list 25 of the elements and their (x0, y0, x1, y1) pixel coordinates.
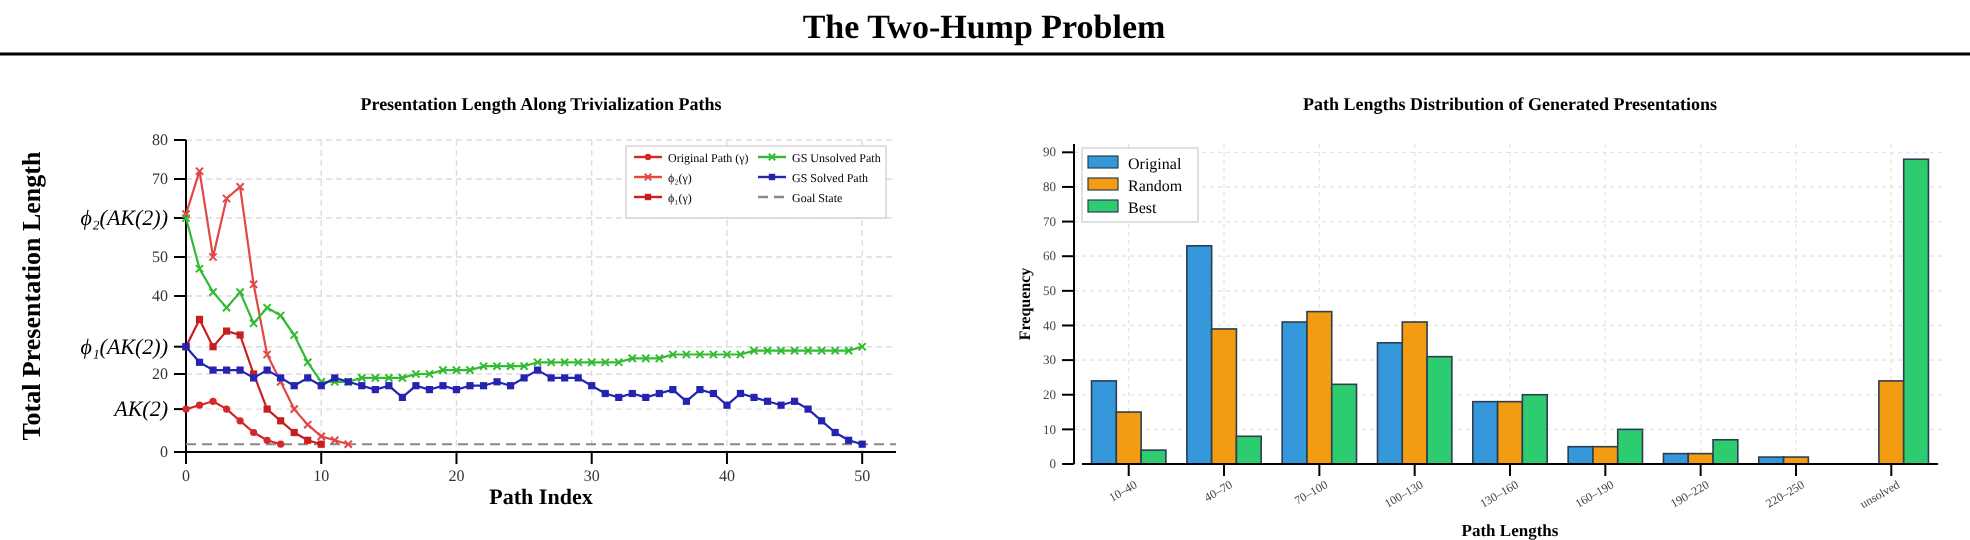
chart-title: Path Lengths Distribution of Generated Presentations (1302, 94, 1719, 114)
y-axis-title: Total Presentation Length (16, 150, 46, 441)
x-tick-label: 30 (583, 467, 600, 486)
x-tick-label: 10 (313, 467, 330, 486)
y-tick-label: 20 (152, 365, 168, 384)
legend-label: Best (1128, 199, 1158, 217)
x-tick-label: 40 (718, 467, 735, 486)
y-tick-label: ϕ₂(AK(2)) (80, 207, 169, 232)
x-tick-label: 0 (182, 467, 190, 486)
x-tick-label: 20 (448, 467, 465, 486)
y-tick-label: 70 (152, 170, 168, 189)
y-tick-label: 0 (160, 443, 168, 462)
y-tick-label: 80 (152, 131, 168, 150)
x-tick-label: 50 (854, 467, 871, 486)
legend-label: Random (1128, 177, 1184, 195)
legend-label: Original (1128, 155, 1183, 173)
x-axis-title: Path Lengths (1461, 520, 1560, 540)
y-tick-label: ϕ₁(AK(2)) (80, 335, 169, 360)
y-tick-label: AK(2) (112, 398, 169, 423)
y-axis-title: Frequency (1016, 267, 1034, 341)
text: The Two-Hump Problem (802, 8, 1166, 46)
y-tick-label: 40 (152, 287, 168, 306)
x-axis-title: Path Index (489, 486, 594, 510)
chart-title: Presentation Length Along Trivialization Paths (360, 94, 723, 114)
y-tick-label: 50 (152, 248, 168, 267)
